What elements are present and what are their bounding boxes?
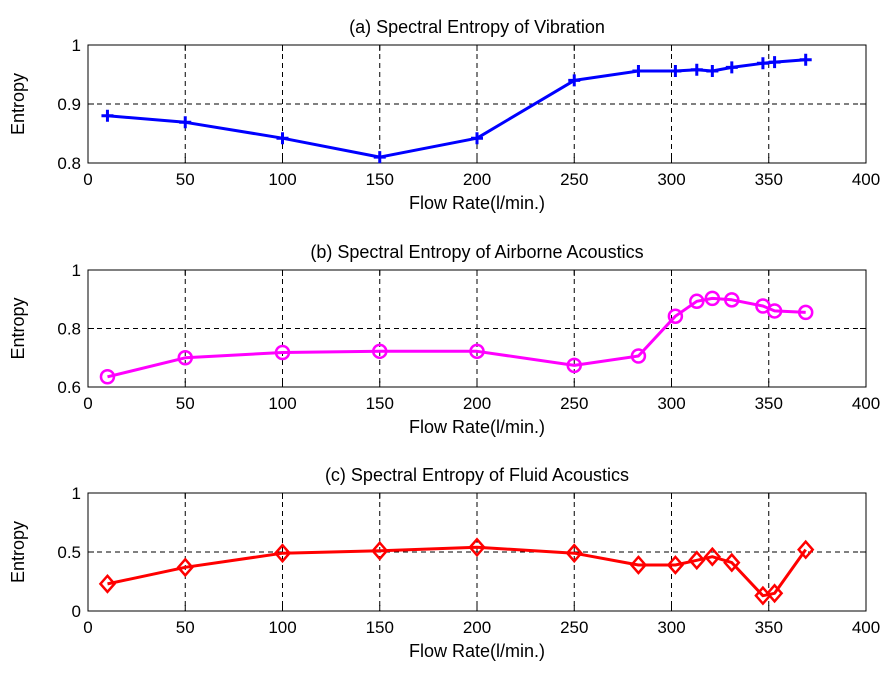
data-point-diamond <box>565 543 583 564</box>
data-point-circle <box>469 343 485 360</box>
data-point-circle <box>99 369 116 385</box>
data-point-plus <box>799 53 812 66</box>
x-tick-label: 100 <box>268 618 296 637</box>
x-tick-label: 200 <box>463 170 491 189</box>
series-line <box>107 545 807 598</box>
data-point-plus <box>690 63 703 76</box>
data-point-circle <box>177 350 193 366</box>
x-tick-label: 150 <box>366 618 394 637</box>
data-point-diamond <box>176 557 194 578</box>
x-tick-label: 250 <box>560 618 588 637</box>
x-tick-label: 50 <box>176 394 195 413</box>
x-tick-label: 400 <box>852 394 880 413</box>
y-tick-label: 1 <box>72 261 81 280</box>
x-axis-label: Flow Rate(l/min.) <box>409 417 545 437</box>
x-tick-label: 200 <box>463 618 491 637</box>
data-point-plus <box>768 56 781 69</box>
x-tick-label: 150 <box>366 170 394 189</box>
y-tick-label: 0 <box>72 602 81 621</box>
y-tick-label: 0.8 <box>57 154 81 173</box>
data-point-plus <box>179 116 192 129</box>
x-tick-label: 250 <box>560 394 588 413</box>
data-point-plus <box>706 64 719 77</box>
data-point-plus <box>373 151 386 164</box>
y-tick-label: 0.9 <box>57 95 81 114</box>
x-tick-label: 0 <box>83 394 92 413</box>
data-point-plus <box>276 132 289 145</box>
x-tick-label: 350 <box>755 394 783 413</box>
x-tick-label: 300 <box>657 394 685 413</box>
data-point-diamond <box>666 555 685 575</box>
subplot-2: 0 50 100 150 200 250 300 350 400 0.6 0.8 1 (b) Spect… <box>8 242 880 437</box>
data-point-circle <box>667 308 684 324</box>
subplot-3: 0 50 100 150 200 250 300 350 400 0 0.5 1 (c) Spectra… <box>8 465 880 661</box>
y-axis-label: Entropy <box>8 73 28 135</box>
data-point-diamond <box>703 546 722 567</box>
chart-title: (a) Spectral Entropy of Vibration <box>349 17 605 37</box>
x-tick-label: 300 <box>657 170 685 189</box>
data-point-diamond <box>797 539 815 560</box>
data-point-circle <box>766 303 783 319</box>
data-point-plus <box>725 61 738 74</box>
data-point-plus <box>568 74 581 87</box>
x-axis-label: Flow Rate(l/min.) <box>409 193 545 213</box>
data-point-circle <box>724 292 740 308</box>
data-point-plus <box>669 64 682 77</box>
data-point-circle <box>566 357 582 374</box>
y-tick-label: 1 <box>72 484 81 503</box>
data-point-circle <box>274 344 291 361</box>
y-tick-label: 0.8 <box>57 320 81 339</box>
chart-title: (c) Spectral Entropy of Fluid Acoustics <box>325 465 629 485</box>
x-tick-label: 100 <box>268 394 296 413</box>
data-point-circle <box>372 343 388 360</box>
data-point-diamond <box>371 540 389 561</box>
data-point-diamond <box>273 543 292 564</box>
x-axis-label: Flow Rate(l/min.) <box>409 641 545 661</box>
x-tick-label: 50 <box>176 170 195 189</box>
x-tick-label: 50 <box>176 618 195 637</box>
data-point-diamond <box>688 550 706 571</box>
x-tick-label: 400 <box>852 618 880 637</box>
chart-title: (b) Spectral Entropy of Airborne Acousti… <box>310 242 643 262</box>
data-point-circle <box>630 348 647 364</box>
y-axis-label: Entropy <box>8 521 28 583</box>
data-point-circle <box>689 293 705 310</box>
x-tick-label: 100 <box>268 170 296 189</box>
data-point-plus <box>756 57 769 70</box>
x-tick-label: 300 <box>657 618 685 637</box>
y-tick-label: 1 <box>72 36 81 55</box>
x-tick-label: 150 <box>366 394 394 413</box>
data-point-plus <box>101 109 114 122</box>
data-point-diamond <box>98 573 117 594</box>
x-tick-label: 350 <box>755 618 783 637</box>
data-point-circle <box>797 304 814 321</box>
data-point-diamond <box>723 552 741 573</box>
data-point-circle <box>704 290 721 307</box>
y-tick-label: 0.6 <box>57 378 81 397</box>
data-point-diamond <box>765 583 784 604</box>
x-tick-label: 400 <box>852 170 880 189</box>
data-point-plus <box>471 132 483 145</box>
data-point-plus <box>632 64 645 77</box>
x-tick-label: 250 <box>560 170 588 189</box>
data-point-diamond <box>468 537 486 558</box>
x-tick-label: 0 <box>83 170 92 189</box>
y-axis-label: Entropy <box>8 297 28 359</box>
subplot-1: 0 50 100 150 200 250 300 350 400 0.8 0.9 1 (a) Spect… <box>8 17 880 213</box>
x-tick-label: 350 <box>755 170 783 189</box>
x-tick-label: 200 <box>463 394 491 413</box>
y-tick-label: 0.5 <box>57 543 81 562</box>
data-point-diamond <box>629 555 648 575</box>
x-tick-label: 0 <box>83 618 92 637</box>
